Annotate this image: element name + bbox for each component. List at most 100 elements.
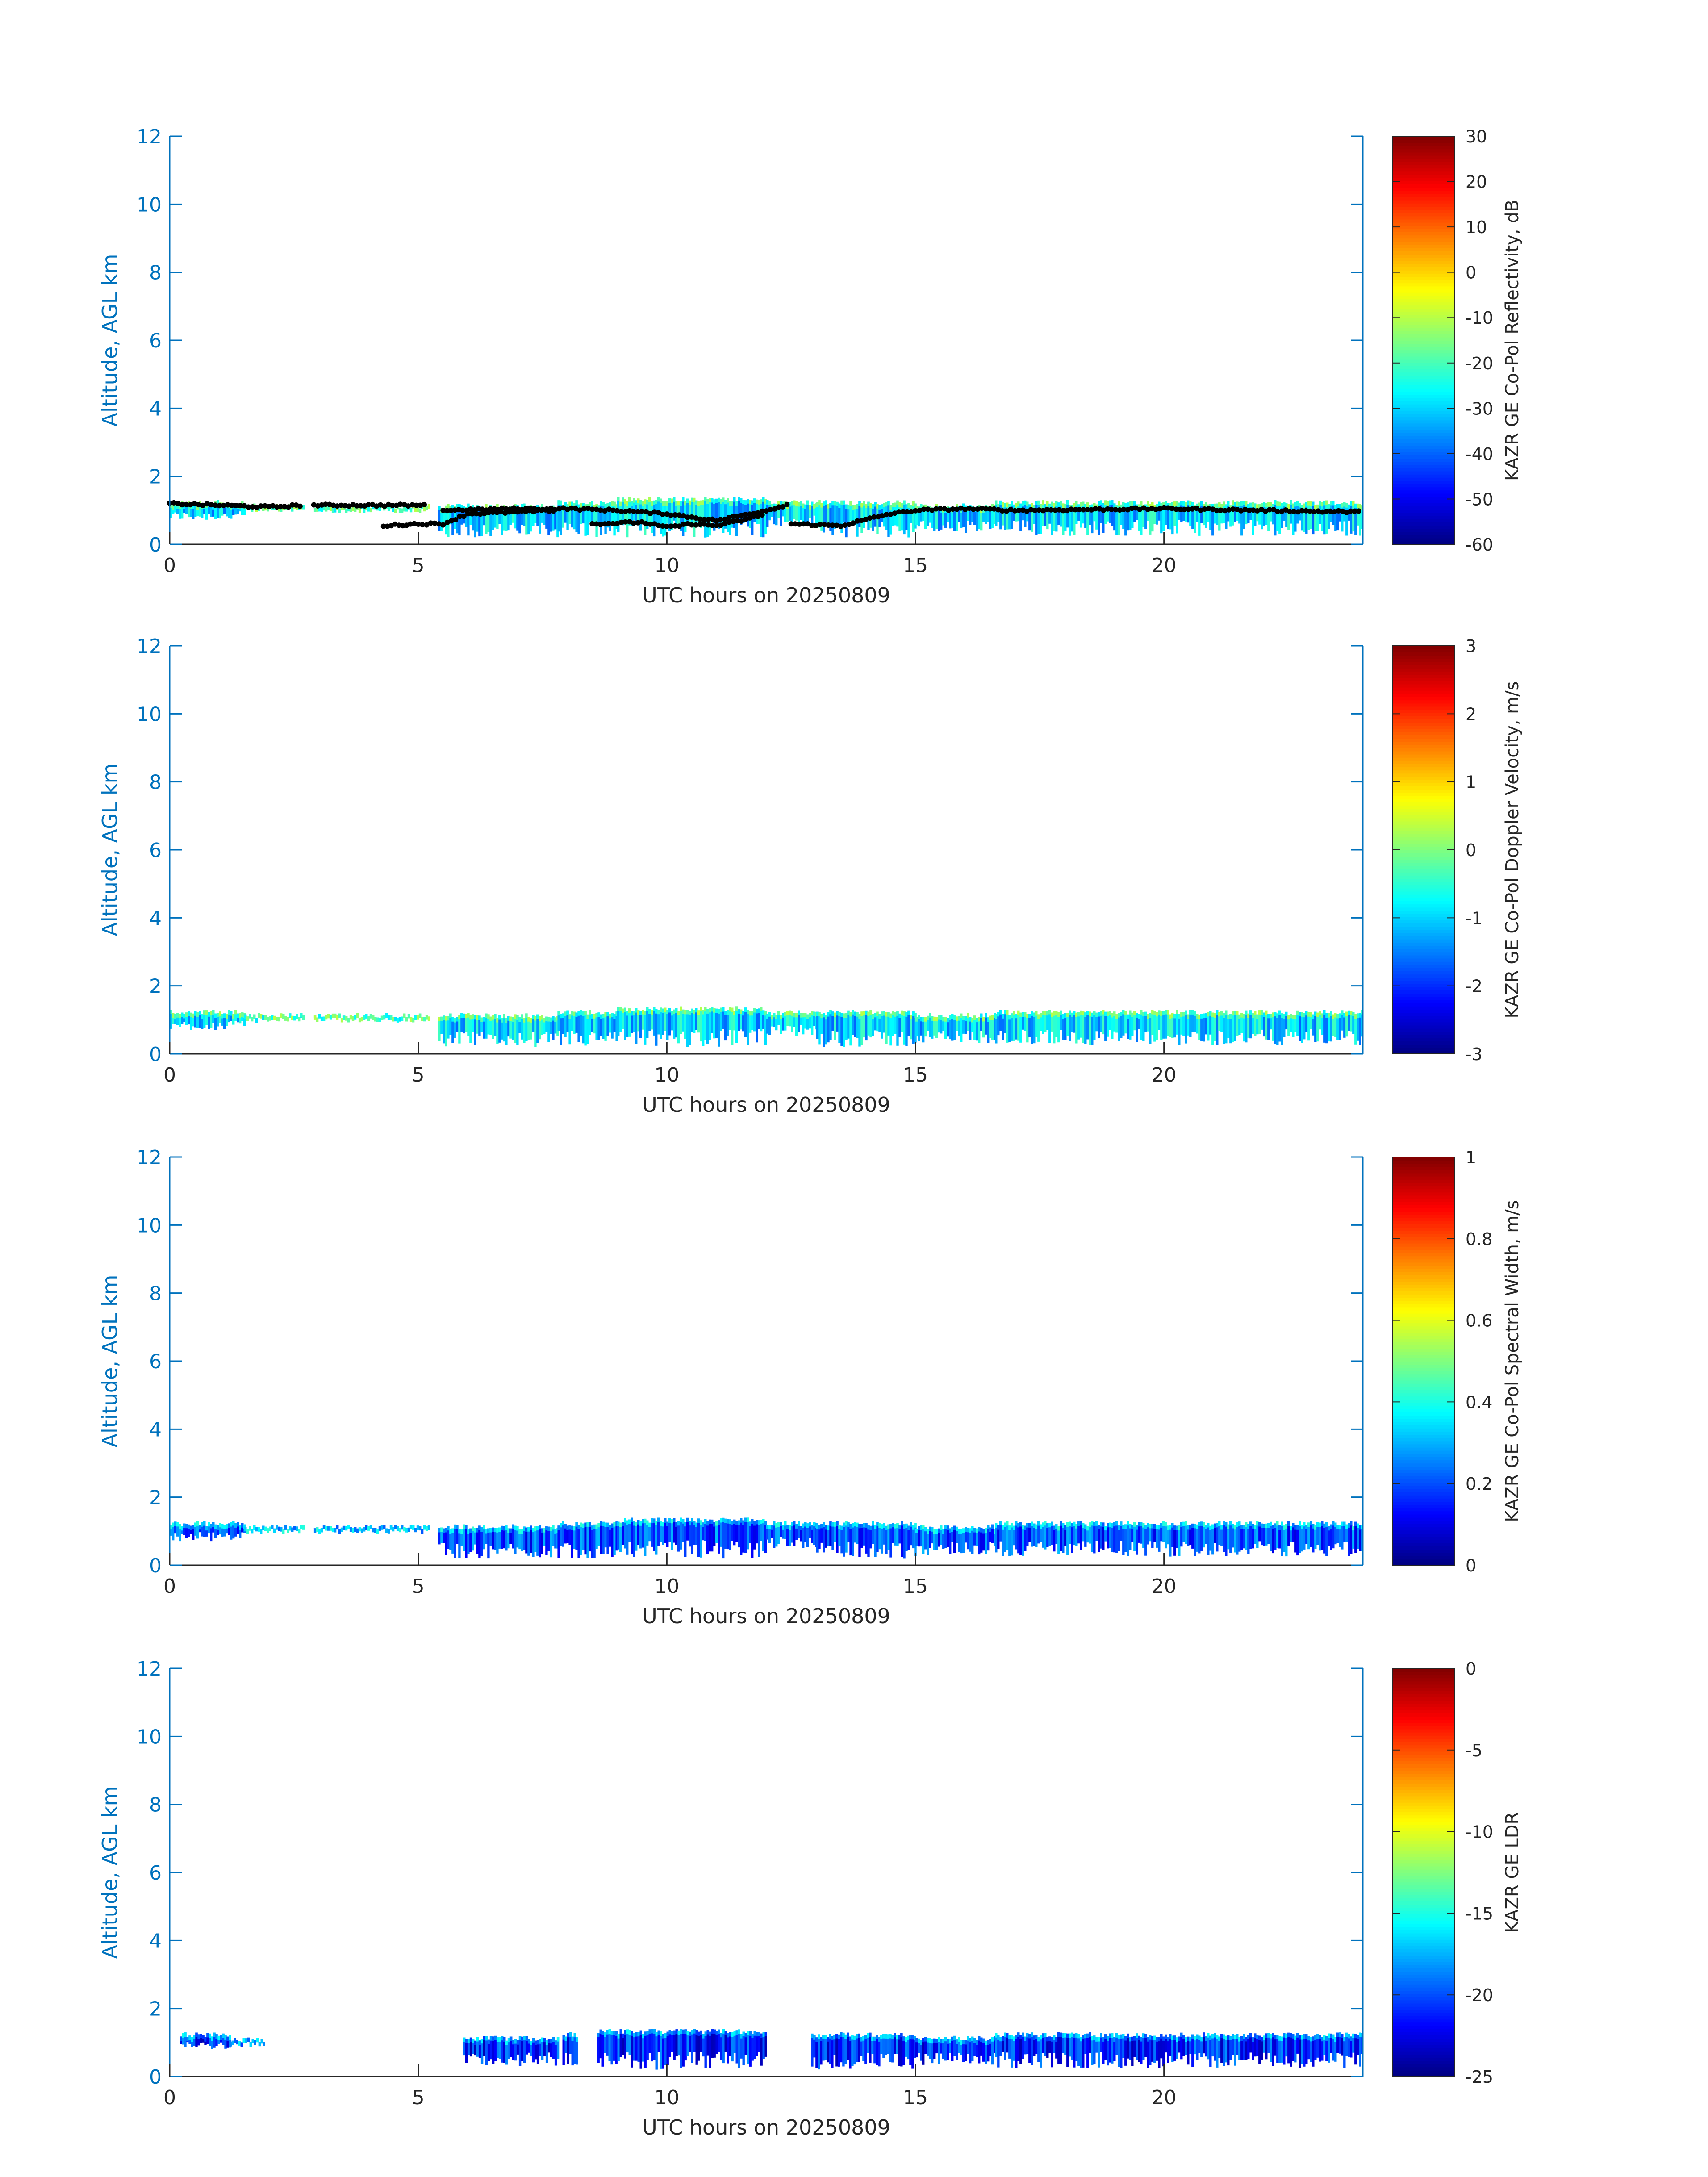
colorbar-swatch	[1392, 1300, 1455, 1304]
ceilometer-point	[904, 509, 910, 514]
ceilometer-point	[747, 511, 752, 517]
colorbar: 0 0.2 0.4 0.6 0.8 1 KAZR GE Co-Pol Spectral Wi…	[1392, 1148, 1523, 1575]
cloud-segment	[995, 1521, 1364, 1557]
colorbar-swatch	[1392, 885, 1455, 889]
colorbar-swatch	[1392, 1856, 1455, 1860]
colorbar-swatch	[1392, 1981, 1455, 1985]
colorbar-swatch	[1392, 1834, 1455, 1838]
colorbar-swatch	[1392, 1799, 1455, 1803]
colorbar-swatch	[1392, 378, 1455, 382]
colorbar-swatch	[1392, 1450, 1455, 1454]
ceilometer-point	[1149, 506, 1155, 511]
ceilometer-point	[338, 502, 344, 508]
ceilometer-point	[432, 520, 438, 526]
colorbar-swatch	[1392, 1863, 1455, 1867]
colorbar-swatch	[1392, 1281, 1455, 1285]
colorbar-swatch	[1392, 1508, 1455, 1512]
cloud-segment	[617, 1006, 767, 1047]
colorbar-swatch	[1392, 786, 1455, 790]
colorbar-swatch	[1392, 1044, 1455, 1048]
colorbar-swatch	[1392, 1243, 1455, 1247]
colorbar-swatch	[1392, 1917, 1455, 1921]
ceilometer-point	[1186, 506, 1191, 512]
ceilometer-point	[282, 504, 288, 510]
cloud-segment	[816, 1521, 917, 1559]
ceilometer-point	[677, 512, 682, 518]
ceilometer-point	[735, 518, 740, 524]
colorbar-swatch	[1392, 1361, 1455, 1365]
ceilometer-point	[664, 523, 670, 529]
ceilometer-point	[875, 514, 881, 520]
ceilometer-point	[519, 507, 525, 513]
y-tick-label: 6	[149, 839, 162, 862]
cloud-segment	[229, 2037, 265, 2047]
ceilometer-point	[999, 508, 1005, 514]
ceilometer-point	[979, 506, 985, 511]
colorbar-swatch	[1392, 347, 1455, 351]
cloud-segment	[766, 1010, 818, 1036]
colorbar-swatch	[1392, 1904, 1455, 1908]
colorbar-swatch	[1392, 779, 1455, 783]
colorbar-swatch	[1392, 1821, 1455, 1825]
cloud-segment	[562, 2032, 578, 2066]
ceilometer-point	[200, 502, 206, 508]
colorbar-swatch	[1392, 773, 1455, 777]
colorbar-swatch	[1392, 2057, 1455, 2061]
colorbar-swatch	[1392, 1812, 1455, 1816]
colorbar-swatch	[1392, 165, 1455, 169]
ceilometer-point	[718, 517, 723, 522]
colorbar-swatch	[1392, 1482, 1455, 1486]
colorbar-swatch	[1392, 461, 1455, 465]
colorbar-swatch	[1392, 375, 1455, 379]
ceilometer-point	[863, 517, 869, 522]
colorbar-swatch	[1392, 531, 1455, 535]
ceilometer-point	[743, 512, 748, 518]
colorbar-swatch	[1392, 2070, 1455, 2074]
ceilometer-point	[1234, 506, 1240, 512]
ceilometer-point	[983, 506, 989, 512]
ceilometer-point	[838, 523, 844, 529]
y-tick-label: 0	[149, 1043, 162, 1066]
colorbar-tick-label: -50	[1466, 489, 1493, 509]
colorbar-swatch	[1392, 1831, 1455, 1835]
colorbar-swatch	[1392, 1920, 1455, 1924]
colorbar-swatch	[1392, 142, 1455, 146]
colorbar-swatch	[1392, 798, 1455, 802]
colorbar-swatch	[1392, 2073, 1455, 2077]
colorbar-swatch	[1392, 1546, 1455, 1550]
cloud-segment	[244, 1013, 305, 1023]
ceilometer-point	[635, 509, 641, 514]
colorbar-swatch	[1392, 1249, 1455, 1254]
ceilometer-point	[515, 506, 521, 512]
ceilometer-point	[958, 505, 964, 511]
colorbar-swatch	[1392, 751, 1455, 755]
colorbar-swatch	[1392, 2047, 1455, 2052]
y-tick-label: 4	[149, 397, 162, 420]
ceilometer-point	[966, 506, 972, 511]
colorbar-swatch	[1392, 709, 1455, 713]
colorbar-swatch	[1392, 853, 1455, 857]
colorbar-swatch	[1392, 1987, 1455, 1991]
colorbar-swatch	[1392, 1910, 1455, 1914]
colorbar-swatch	[1392, 1409, 1455, 1413]
colorbar-swatch	[1392, 690, 1455, 694]
colorbar-swatch	[1392, 232, 1455, 236]
colorbar-swatch	[1392, 1342, 1455, 1346]
colorbar-swatch	[1392, 270, 1455, 274]
ceilometer-point	[821, 522, 827, 527]
x-tick-label: 10	[654, 2086, 679, 2109]
ceilometer-point	[1267, 507, 1272, 513]
colorbar-swatch	[1392, 1805, 1455, 1809]
ceilometer-point	[242, 503, 247, 509]
colorbar-swatch	[1392, 1748, 1455, 1752]
colorbar-swatch	[1392, 407, 1455, 411]
ceilometer-point	[221, 502, 226, 508]
ceilometer-point	[354, 503, 360, 509]
colorbar-swatch	[1392, 1668, 1455, 1672]
colorbar-swatch	[1392, 872, 1455, 876]
ceilometer-point	[289, 502, 295, 508]
ceilometer-point	[229, 502, 235, 508]
ceilometer-point	[602, 508, 608, 514]
colorbar-swatch	[1392, 340, 1455, 344]
colorbar-swatch	[1392, 748, 1455, 752]
